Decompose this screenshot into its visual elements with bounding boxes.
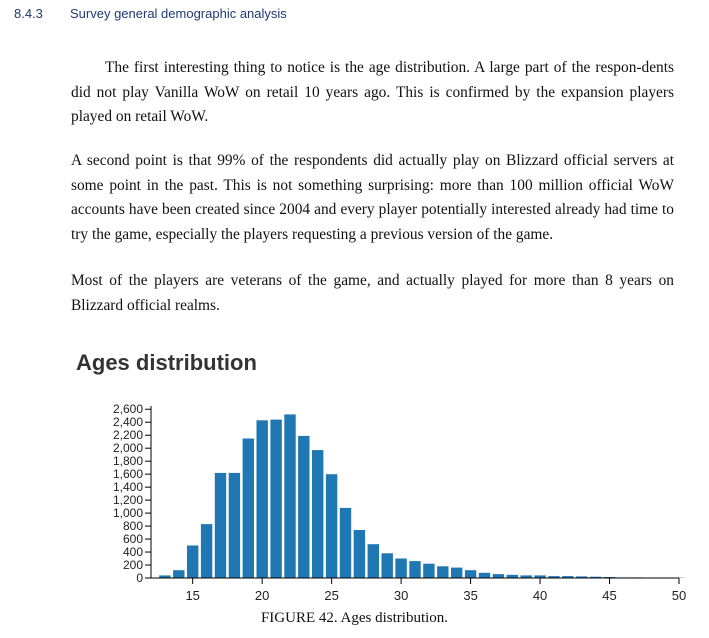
bar: [506, 574, 518, 578]
y-tick-label: 400: [123, 545, 143, 559]
bar: [214, 472, 227, 578]
y-tick-label: 2,600: [113, 402, 143, 416]
y-tick-label: 2,200: [113, 428, 143, 442]
bar: [548, 576, 560, 578]
y-tick-label: 1,400: [113, 480, 143, 494]
bar: [325, 474, 338, 578]
x-tick-label: 20: [255, 588, 269, 603]
bar: [312, 450, 324, 578]
bar: [242, 438, 254, 578]
bar: [534, 575, 546, 578]
bar: [187, 545, 199, 578]
bar: [589, 576, 602, 578]
bar: [298, 435, 310, 578]
bar: [464, 570, 477, 578]
ages-distribution-chart: 02004006008001,0001,2001,4001,6001,8002,…: [113, 402, 686, 603]
x-tick-label: 25: [324, 588, 338, 603]
paragraph-age-distribution: The first interesting thing to notice is…: [71, 59, 674, 126]
bar: [270, 419, 282, 578]
figure-caption-text: Ages distribution.: [340, 610, 449, 626]
section-title: Survey general demographic analysis: [70, 6, 287, 21]
bar: [492, 574, 505, 578]
section-heading: 8.4.3 Survey general demographic analysis: [14, 6, 287, 21]
bar: [520, 575, 532, 578]
y-tick-label: 0: [136, 571, 143, 585]
bar: [437, 566, 449, 578]
bar: [576, 576, 588, 578]
bar: [339, 507, 352, 578]
y-tick-label: 1,200: [113, 493, 143, 507]
bar: [395, 558, 407, 578]
figure-caption: FIGURE 42. Ages distribution.: [0, 610, 709, 627]
bar: [200, 524, 213, 578]
paragraph-official-servers: A second point is that 99% of the respon…: [71, 152, 674, 243]
x-tick-label: 30: [394, 588, 408, 603]
x-tick-label: 15: [185, 588, 199, 603]
chart-title: Ages distribution: [76, 350, 257, 375]
x-tick-label: 45: [602, 588, 616, 603]
x-tick-label: 35: [463, 588, 477, 603]
y-tick-label: 1,600: [113, 467, 143, 481]
bar: [159, 575, 171, 578]
section-number: 8.4.3: [14, 6, 43, 21]
paragraph-veterans: Most of the players are veterans of the …: [71, 272, 674, 314]
y-tick-label: 600: [123, 532, 143, 546]
x-tick-label: 40: [533, 588, 547, 603]
bar: [284, 414, 296, 578]
figure-label: FIGURE 42.: [260, 610, 338, 626]
bar: [228, 472, 241, 578]
y-tick-label: 800: [123, 519, 143, 533]
y-tick-label: 1,800: [113, 454, 143, 468]
bar: [478, 572, 491, 578]
bar: [562, 576, 574, 578]
y-tick-label: 1,000: [113, 506, 143, 520]
bar: [353, 530, 366, 578]
bar: [256, 420, 268, 578]
bar: [423, 563, 435, 578]
y-tick-label: 2,000: [113, 441, 143, 455]
bar: [409, 561, 421, 578]
y-tick-label: 200: [123, 558, 143, 572]
bar: [173, 570, 185, 578]
bar: [381, 553, 393, 578]
y-tick-label: 2,400: [113, 415, 143, 429]
bar: [451, 567, 463, 578]
x-tick-label: 50: [672, 588, 686, 603]
bar: [367, 544, 379, 578]
